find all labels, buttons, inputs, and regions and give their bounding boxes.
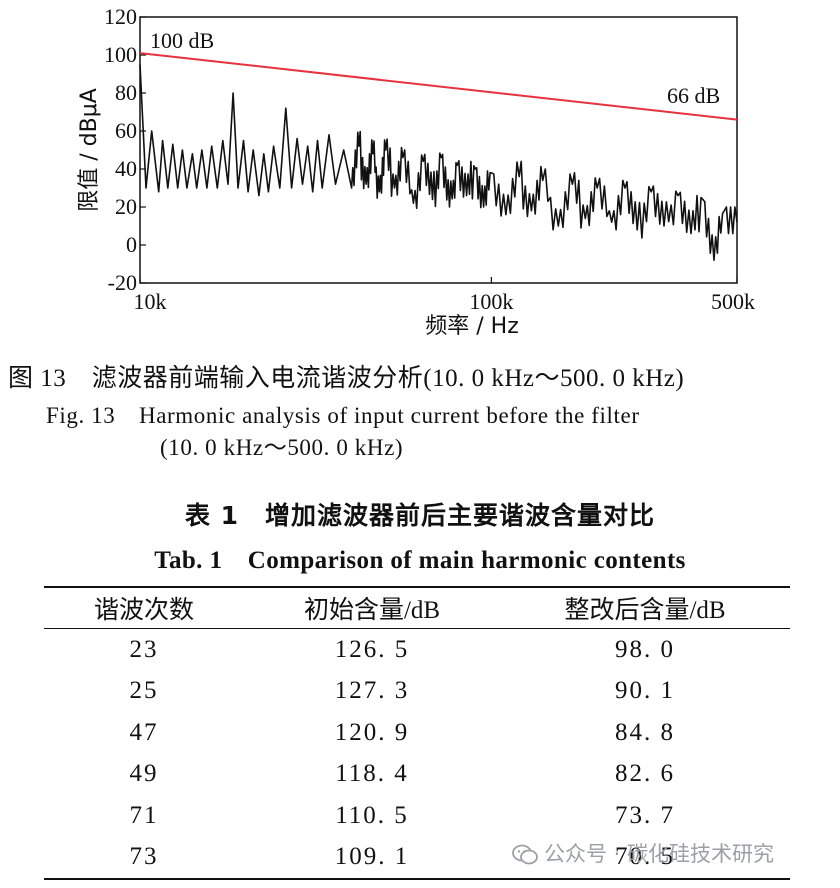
cell-initial: 120. 9 <box>334 718 410 746</box>
y-tick-label: 40 <box>115 156 137 181</box>
x-tick-label: 10k <box>134 289 167 314</box>
cell-order: 73 <box>44 836 244 880</box>
cell-rectified: 84. 8 <box>615 718 675 746</box>
y-tick-label: 0 <box>126 232 137 257</box>
table-row: 23 126. 5 98. 0 <box>44 629 790 671</box>
cell-initial: 126. 5 <box>334 635 410 663</box>
table-row: 73 109. 1 70. 5 <box>44 836 790 880</box>
table-row: 71 110. 5 73. 7 <box>44 795 790 837</box>
figure-caption-en: Fig. 13 Harmonic analysis of input curre… <box>46 403 640 428</box>
cell-order: 71 <box>129 801 159 829</box>
figure-caption-zh: 图 13 滤波器前端输入电流谐波分析(10. 0 kHz～500. 0 kHz) <box>8 365 685 392</box>
cell-rectified: 73. 7 <box>615 801 675 829</box>
y-tick-label: 20 <box>115 194 137 219</box>
cell-initial: 118. 4 <box>335 760 409 788</box>
harmonic-chart: 120 100 80 60 40 20 0 -20 10k 100k 500k 100 dB 66… <box>77 4 755 339</box>
x-tick-label: 100k <box>469 289 513 314</box>
y-tick-label: 60 <box>115 118 137 143</box>
header-initial-content: 初始含量/dB <box>244 586 500 629</box>
figure-caption-en-range: (10. 0 kHz～500. 0 kHz) <box>160 435 404 460</box>
limit-line <box>139 52 738 121</box>
annotation-100db: 100 dB <box>150 28 214 53</box>
y-tick-label: -20 <box>108 270 137 295</box>
y-axis-label: 限值 / dBμA <box>77 88 102 212</box>
table-row: 47 120. 9 84. 8 <box>44 712 790 754</box>
watermark: 公众号 · 碳化硅技术研究 <box>512 838 774 868</box>
x-axis-label: 频率 / Hz <box>425 314 519 339</box>
watermark-text: 公众号 · 碳化硅技术研究 <box>544 842 775 866</box>
table-caption-en: Tab. 1 Comparison of main harmonic conte… <box>154 547 686 574</box>
harmonic-spectrum-line <box>139 64 738 262</box>
table-header-row: 谐波次数 初始含量/dB 整改后含量/dB <box>44 586 790 629</box>
cell-rectified: 98. 0 <box>615 635 675 663</box>
header-harmonic-order: 谐波次数 <box>44 586 244 629</box>
annotation-66db: 66 dB <box>667 83 720 108</box>
y-tick-label: 100 <box>104 42 137 67</box>
cell-initial: 110. 5 <box>335 801 409 829</box>
cell-rectified: 70. 5 <box>500 836 790 880</box>
cell-rectified: 82. 6 <box>615 760 675 788</box>
cell-rectified: 90. 1 <box>615 677 675 705</box>
y-tick-label: 80 <box>115 80 137 105</box>
cell-order: 23 <box>129 635 159 663</box>
harmonic-comparison-table: 谐波次数 初始含量/dB 整改后含量/dB 23 126. 5 98. 0 25 12… <box>44 586 790 880</box>
header-rectified-content: 整改后含量/dB <box>500 586 790 629</box>
cell-order: 25 <box>129 677 159 705</box>
cell-initial: 127. 3 <box>334 677 410 705</box>
plot-frame <box>139 16 738 284</box>
cell-order: 49 <box>129 760 159 788</box>
cell-order: 47 <box>129 718 159 746</box>
cell-initial: 109. 1 <box>244 836 500 880</box>
wechat-icon <box>512 844 538 865</box>
y-tick-label: 120 <box>104 4 137 29</box>
table-row: 49 118. 4 82. 6 <box>44 754 790 796</box>
table-row: 25 127. 3 90. 1 <box>44 671 790 713</box>
x-tick-label: 500k <box>711 289 755 314</box>
table-caption-zh: 表 1 增加滤波器前后主要谐波含量对比 <box>184 501 656 530</box>
